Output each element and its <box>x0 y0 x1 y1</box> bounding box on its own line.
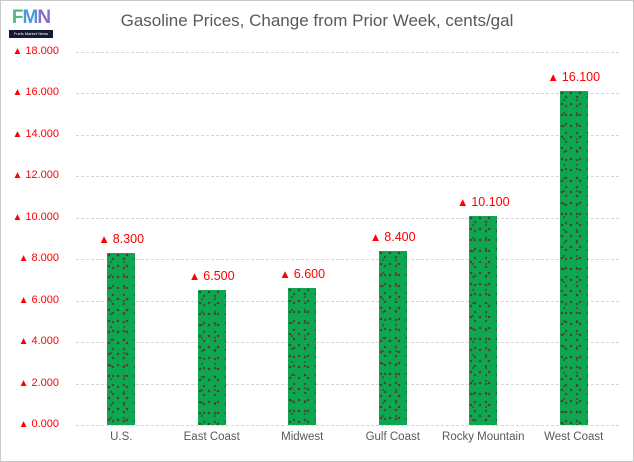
x-axis-category-label: East Coast <box>183 431 240 443</box>
data-label: ▲ 8.300 <box>98 232 145 246</box>
y-axis-tick-label: ▲ 10.000 <box>12 210 59 223</box>
y-axis-tick-label: ▲ 12.000 <box>12 169 59 182</box>
up-triangle-icon: ▲ <box>369 231 382 244</box>
gridline <box>76 259 619 261</box>
gridline <box>76 425 619 426</box>
up-triangle-icon: ▲ <box>12 87 23 99</box>
fmn-logo-letter: M <box>22 7 39 28</box>
plot-area: ▲ 0.000 ▲ 2.000 ▲ 4.000 ▲ 6.000 ▲ 8.000 ▲ 10.000 ▲ 12… <box>12 45 619 443</box>
y-axis-tick-label: ▲ 2.000 <box>18 376 59 389</box>
y-axis-tick-label: ▲ 8.000 <box>18 252 59 265</box>
fmn-logo-letter: F <box>11 7 24 28</box>
gridline <box>76 383 619 385</box>
gridline <box>76 52 619 53</box>
chart-title: Gasoline Prices, Change from Prior Week,… <box>120 11 514 30</box>
up-triangle-icon: ▲ <box>18 419 29 430</box>
up-triangle-icon: ▲ <box>279 269 291 282</box>
x-axis-category-label: Rocky Mountain <box>442 431 525 443</box>
up-triangle-icon: ▲ <box>12 211 23 223</box>
gridline <box>76 300 619 302</box>
up-triangle-icon: ▲ <box>18 377 29 389</box>
up-triangle-icon: ▲ <box>18 294 29 306</box>
bar-midwest <box>288 288 317 425</box>
up-triangle-icon: ▲ <box>188 271 201 284</box>
up-triangle-icon: ▲ <box>547 72 559 85</box>
gridline <box>76 217 619 219</box>
x-axis-category-label: U.S. <box>110 431 133 443</box>
bar-gulf-coast <box>378 250 407 425</box>
up-triangle-icon: ▲ <box>456 196 469 209</box>
up-triangle-icon: ▲ <box>12 46 23 57</box>
up-triangle-icon: ▲ <box>12 128 23 140</box>
bar-west-coast <box>559 91 588 425</box>
up-triangle-icon: ▲ <box>18 253 29 265</box>
y-axis-tick-label: ▲ 0.000 <box>18 418 59 430</box>
x-axis-category-label: West Coast <box>544 431 604 443</box>
fmn-logo-caption: Fuels Market News <box>9 30 53 38</box>
data-label: ▲ 8.400 <box>369 229 416 244</box>
data-label: ▲ 6.600 <box>279 267 326 282</box>
x-axis-category-label: Gulf Coast <box>365 431 420 443</box>
data-label: ▲ 16.100 <box>547 70 601 85</box>
data-label: ▲ 10.100 <box>456 194 510 209</box>
gridline <box>76 134 619 136</box>
gridline <box>76 176 619 178</box>
y-axis-tick-label: ▲ 18.000 <box>12 45 59 57</box>
gridline <box>76 93 619 95</box>
x-axis-category-label: Midwest <box>281 431 324 443</box>
y-axis-tick-label: ▲ 4.000 <box>18 335 59 348</box>
up-triangle-icon: ▲ <box>18 336 29 348</box>
up-triangle-icon: ▲ <box>98 234 110 246</box>
bar-rocky-mountain <box>469 215 498 425</box>
fmn-logo-letter: N <box>37 7 51 28</box>
data-label: ▲ 6.500 <box>188 269 235 284</box>
y-axis-tick-label: ▲ 14.000 <box>12 127 59 140</box>
bar-u-s <box>107 253 136 425</box>
y-axis-tick-label: ▲ 16.000 <box>12 86 59 99</box>
bar-east-coast <box>197 290 226 425</box>
gridline <box>76 342 619 344</box>
y-axis-tick-label: ▲ 6.000 <box>18 293 59 306</box>
up-triangle-icon: ▲ <box>12 170 23 182</box>
